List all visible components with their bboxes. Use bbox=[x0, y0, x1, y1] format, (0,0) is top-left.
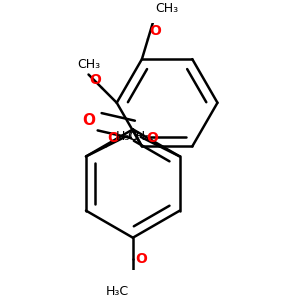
Text: CH₃: CH₃ bbox=[155, 2, 178, 15]
Text: O: O bbox=[107, 131, 119, 145]
Text: CH₃: CH₃ bbox=[77, 58, 100, 71]
Text: H₃C: H₃C bbox=[116, 130, 139, 143]
Text: H₃C: H₃C bbox=[106, 285, 129, 298]
Text: O: O bbox=[89, 73, 101, 87]
Text: CH₃: CH₃ bbox=[127, 130, 150, 143]
Text: O: O bbox=[149, 24, 161, 38]
Text: O: O bbox=[147, 131, 158, 145]
Text: O: O bbox=[82, 113, 95, 128]
Text: O: O bbox=[135, 252, 147, 266]
